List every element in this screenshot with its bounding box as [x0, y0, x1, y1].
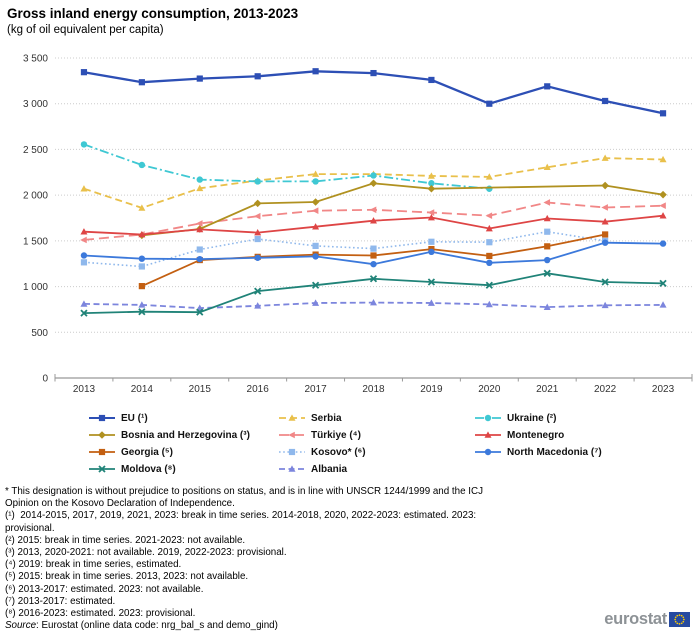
series-ukraine	[80, 141, 493, 192]
legend-line-marker-icon	[89, 465, 115, 473]
legend-line-marker-icon	[89, 448, 115, 456]
footnote-line: provisional.	[5, 522, 55, 534]
svg-text:500: 500	[31, 328, 48, 339]
x-tick-label: 2016	[247, 384, 270, 395]
gridlines	[55, 57, 692, 333]
x-tick-label: 2017	[304, 384, 327, 395]
legend-line-marker-icon	[89, 414, 115, 422]
eu-flag-icon	[669, 612, 690, 627]
source-line: Source: Eurostat (online data code: nrg_…	[5, 620, 645, 632]
svg-text:2 000: 2 000	[23, 191, 48, 202]
footnote-line: (⁸) 2016-2023: estimated. 2023: provisio…	[5, 608, 196, 620]
series-albania	[80, 298, 667, 311]
footnote-line: (²) 2015: break in time series. 2021-202…	[5, 534, 246, 546]
legend-label: Montenegro	[507, 429, 565, 441]
legend-label: Moldova (⁸)	[121, 463, 176, 475]
eurostat-logo-text: eurostat	[604, 610, 667, 628]
eurostat-logo: eurostat	[604, 610, 690, 629]
legend-item-kosovo: Kosovo* (⁶)	[278, 446, 366, 458]
x-tick-label: 2013	[73, 384, 96, 395]
legend-label: Georgia (⁵)	[121, 446, 173, 458]
legend-column-1: EU (¹) Bosnia and Herzegovina (³) Georgia …	[88, 412, 250, 480]
series-montenegro	[80, 212, 667, 238]
svg-text:0: 0	[42, 374, 48, 385]
legend-item-montenegro: Montenegro	[474, 429, 602, 441]
y-axis-labels: 0 500 1 000 1 500 2 000 2 500 3 000 3 500	[23, 54, 48, 385]
legend-item-bosnia-and-herzegovina: Bosnia and Herzegovina (³)	[88, 429, 250, 441]
legend-line-marker-icon	[475, 431, 501, 438]
legend-label: North Macedonia (⁷)	[507, 446, 602, 458]
footnote-line: (¹) 2014-2015, 2017, 2019, 2021, 2023: b…	[5, 510, 477, 522]
footnote-line: (⁴) 2019: break in time series, estimate…	[5, 559, 182, 571]
x-tick-label: 2019	[420, 384, 443, 395]
legend-item-albania: Albania	[278, 463, 366, 475]
footnote-lines: * This designation is without prejudice …	[5, 486, 645, 620]
series-moldova	[80, 269, 667, 317]
x-tick-label: 2022	[594, 384, 617, 395]
svg-text:2 500: 2 500	[23, 145, 48, 156]
svg-text:1 000: 1 000	[23, 282, 48, 293]
legend-line-marker-icon	[475, 448, 501, 456]
legend-line-marker-icon	[279, 465, 305, 472]
legend-label: EU (¹)	[121, 412, 148, 424]
legend-item-serbia: Serbia	[278, 412, 366, 424]
legend-label: Kosovo* (⁶)	[311, 446, 366, 458]
legend-label: Türkiye (⁴)	[311, 429, 361, 441]
footnote-line: Opinion on the Kosovo Declaration of Ind…	[5, 498, 235, 510]
legend-line-marker-icon	[279, 448, 305, 456]
legend-line-marker-icon	[279, 414, 305, 421]
legend-line-marker-icon	[475, 414, 501, 422]
x-tick-label: 2021	[536, 384, 559, 395]
chart-subtitle: (kg of oil equivalent per capita)	[7, 24, 164, 36]
legend-item-georgia: Georgia (⁵)	[88, 446, 250, 458]
legend-column-3: Ukraine (²) Montenegro North Macedonia (⁷)	[474, 412, 602, 463]
footnote-line: (³) 2013, 2020-2021: not available. 2019…	[5, 547, 287, 559]
x-tick-label: 2014	[131, 384, 154, 395]
svg-text:3 500: 3 500	[23, 54, 48, 65]
source-text: : Eurostat (online data code: nrg_bal_s …	[36, 620, 278, 632]
legend-label: Bosnia and Herzegovina (³)	[121, 429, 250, 441]
legend-line-marker-icon	[89, 431, 115, 439]
x-tick-label: 2023	[652, 384, 675, 395]
series-eu	[80, 68, 667, 117]
legend-item-ukraine: Ukraine (²)	[474, 412, 602, 424]
chart-legend: EU (¹) Bosnia and Herzegovina (³) Georgia …	[0, 412, 700, 484]
legend-item-t-rkiye: Türkiye (⁴)	[278, 429, 366, 441]
legend-item-eu: EU (¹)	[88, 412, 250, 424]
footnote-line: (⁵) 2015: break in time series. 2013, 20…	[5, 571, 249, 583]
legend-item-north-macedonia: North Macedonia (⁷)	[474, 446, 602, 458]
footnote-line: (⁶) 2013-2017: estimated. 2023: not avai…	[5, 583, 204, 595]
x-axis: 2013 2014 2015 2016 2017 2018 2019 2020 2021 2022…	[54, 374, 693, 395]
legend-item-moldova: Moldova (⁸)	[88, 463, 250, 475]
series-t-rkiye	[80, 199, 666, 244]
series-north-macedonia	[80, 239, 667, 268]
chart-title: Gross inland energy consumption, 2013-20…	[7, 6, 299, 21]
x-tick-label: 2018	[362, 384, 385, 395]
svg-text:1 500: 1 500	[23, 236, 48, 247]
x-tick-label: 2020	[478, 384, 501, 395]
footnote-line: (⁷) 2013-2017: estimated.	[5, 595, 116, 607]
footnote-line: * This designation is without prejudice …	[5, 486, 483, 497]
x-tick-label: 2015	[189, 384, 212, 395]
legend-label: Albania	[311, 463, 348, 475]
footnotes: * This designation is without prejudice …	[5, 486, 645, 632]
source-label: Source	[5, 620, 37, 632]
svg-text:3 000: 3 000	[23, 99, 48, 110]
legend-label: Ukraine (²)	[507, 412, 557, 424]
legend-line-marker-icon	[279, 431, 305, 439]
legend-column-2: Serbia Türkiye (⁴) Kosovo* (⁶) Albania	[278, 412, 366, 480]
legend-label: Serbia	[311, 412, 342, 424]
